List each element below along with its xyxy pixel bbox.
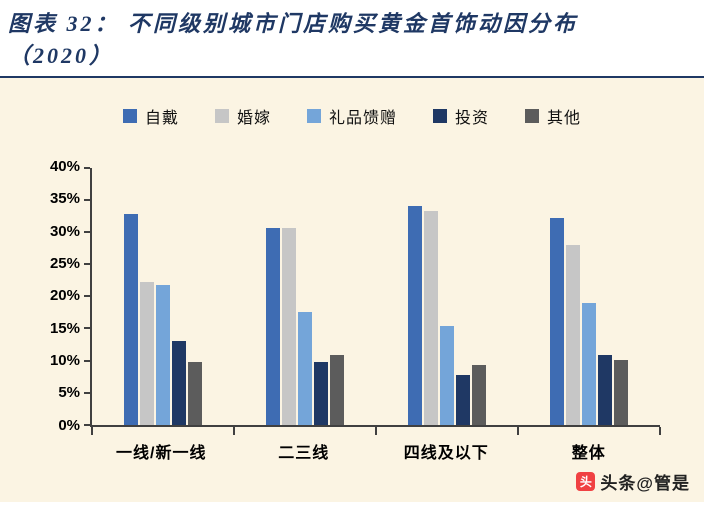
legend-label: 婚嫁 (236, 109, 271, 127)
bar (298, 312, 312, 425)
y-tick-label: 35% (49, 190, 80, 208)
legend-item: 礼品馈赠 (306, 104, 397, 128)
bar-group (518, 168, 660, 425)
x-axis-label: 整体 (571, 444, 606, 462)
x-tick-mark (659, 426, 661, 435)
legend-label: 礼品馈赠 (328, 109, 397, 127)
y-tick-label: 0% (58, 416, 80, 434)
y-tick-label: 10% (49, 352, 80, 370)
bar (408, 206, 422, 425)
legend-swatch-icon (433, 108, 447, 123)
bar (566, 244, 580, 425)
y-tick-mark (84, 231, 90, 234)
watermark: 头 头条@管是 (576, 469, 690, 494)
legend-item: 投资 (433, 104, 489, 128)
chart-title-line2: （2020） (8, 42, 115, 68)
x-axis: 一线/新一线 二三线 四线及以下 整体 (90, 427, 660, 463)
legend-swatch-icon (122, 108, 137, 123)
y-axis: 0% 5% 10% 15% 20% 25% 30% 35% 40% (0, 158, 90, 434)
y-tick-label: 30% (49, 222, 80, 240)
y-tick-mark (84, 166, 90, 169)
chart-title-line1: 图表 32： 不同级别城市门店购买黄金首饰动因分布 (8, 11, 579, 36)
legend-item: 其他 (525, 104, 581, 128)
y-tick-mark (84, 391, 90, 394)
y-tick-mark (84, 327, 90, 330)
bar (614, 359, 628, 425)
legend-swatch-icon (214, 108, 229, 123)
bar (140, 281, 154, 425)
y-tick-mark (84, 359, 90, 362)
legend-swatch-icon (525, 108, 540, 123)
legend-label: 自戴 (144, 109, 179, 127)
x-tick-mark (375, 426, 377, 435)
bar-group (92, 168, 234, 425)
y-tick-mark (84, 263, 90, 266)
y-tick-mark (84, 198, 90, 201)
bar (172, 341, 186, 425)
y-tick-label: 25% (49, 254, 80, 272)
bar (188, 361, 202, 425)
bar (582, 302, 596, 425)
x-tick-mark (233, 426, 235, 435)
x-tick-mark (517, 426, 519, 435)
bar (598, 355, 612, 425)
legend-item: 自戴 (122, 104, 179, 128)
x-axis-label: 一线/新一线 (116, 444, 207, 462)
x-axis-label: 二三线 (278, 444, 330, 462)
y-tick-mark (84, 423, 90, 426)
legend-label: 投资 (455, 109, 490, 127)
y-tick-label: 15% (49, 319, 80, 337)
legend-label: 其他 (547, 109, 582, 127)
bar-group (376, 168, 518, 425)
plot-area (84, 166, 661, 435)
bar (440, 325, 454, 425)
bar (124, 214, 138, 425)
watermark-text: 头条@管是 (600, 473, 690, 493)
bar-group (234, 168, 376, 425)
chart-title: 图表 32： 不同级别城市门店购买黄金首饰动因分布 （2020） (0, 0, 704, 76)
bar (266, 227, 280, 425)
bar (456, 375, 470, 425)
bar (424, 210, 438, 425)
legend: 自戴 婚嫁 礼品馈赠 投资 其他 (0, 104, 704, 128)
bar (330, 355, 344, 425)
y-tick-label: 20% (49, 287, 80, 305)
y-tick-label: 5% (58, 384, 80, 402)
bar (314, 361, 328, 425)
chart-body: 0% 5% 10% 15% 20% 25% 30% 35% 40% (0, 158, 661, 435)
toutiao-logo-icon: 头 (576, 471, 596, 491)
bar (550, 217, 564, 425)
x-tick-mark (91, 426, 93, 435)
chart-panel: 自戴 婚嫁 礼品馈赠 投资 其他 0% 5% 10% 15% 20% 25% 30% 35% 40% 一… (0, 75, 704, 502)
bar (156, 285, 170, 425)
x-axis-label: 四线及以下 (403, 444, 489, 462)
y-tick-label: 40% (49, 157, 80, 175)
bar (282, 227, 296, 425)
legend-swatch-icon (306, 108, 321, 123)
bar (472, 365, 486, 425)
y-tick-mark (84, 295, 90, 298)
legend-item: 婚嫁 (214, 104, 271, 128)
